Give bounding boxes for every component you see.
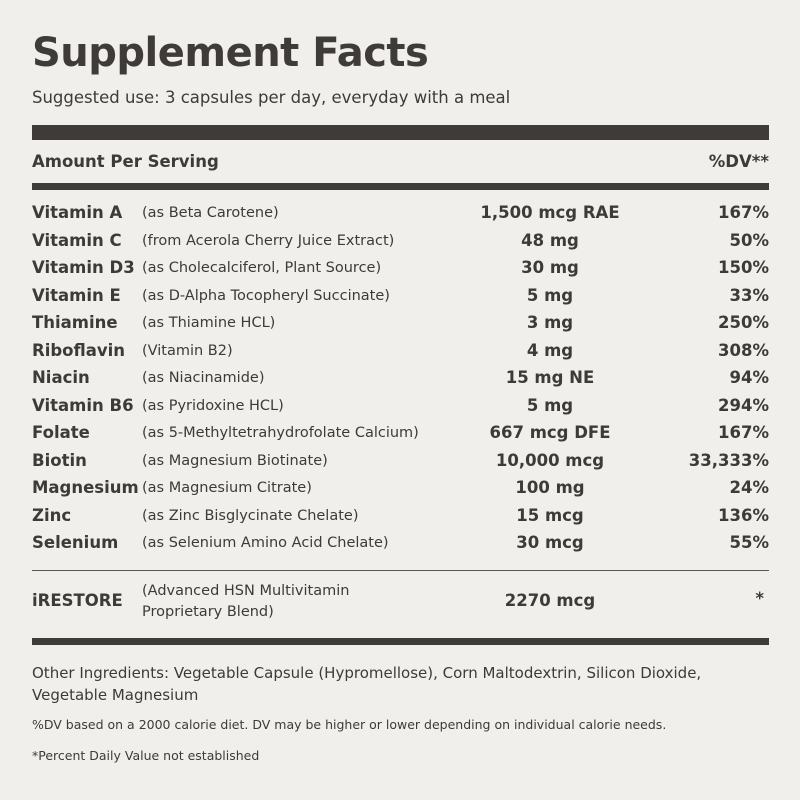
dv-footnote: %DV based on a 2000 calorie diet. DV may… (32, 717, 667, 732)
nutrient-amount: 10,000 mcg (495, 450, 605, 470)
nutrient-source: (as Selenium Amino Acid Chelate) (142, 535, 389, 551)
nutrient-name: Vitamin A (32, 203, 123, 222)
nutrient-amount: 48 mg (521, 230, 579, 250)
nutrient-source: (as Thiamine HCL) (142, 315, 276, 331)
table-row: Thiamine (as Thiamine HCL) 3 mg 250% (32, 311, 769, 339)
nutrient-name: Riboflavin (32, 340, 126, 360)
nutrient-dv: 167% (718, 203, 769, 222)
nutrient-source: (as Magnesium Biotinate) (142, 452, 328, 469)
blend-amount: 2270 mcg (504, 591, 596, 610)
nutrient-dv: 294% (718, 395, 769, 415)
nutrient-source: (Vitamin B2) (142, 342, 233, 359)
table-row: Vitamin A (as Beta Carotene) 1,500 mcg RAE… (32, 201, 769, 229)
nutrient-source: (as D-Alpha Tocopheryl Succinate) (142, 287, 390, 304)
nutrient-name: Vitamin B6 (32, 395, 134, 415)
nutrient-amount: 5 mg (526, 395, 574, 415)
nutrient-source: (as Pyridoxine HCL) (142, 397, 284, 414)
table-row: Zinc (as Zinc Bisglycinate Chelate) 15 mcg… (32, 504, 769, 532)
bottom-divider-bar (32, 638, 769, 645)
nutrient-amount: 1,500 mcg RAE (480, 203, 620, 222)
table-row: Vitamin B6 (as Pyridoxine HCL) 5 mg 294% (32, 394, 769, 422)
nutrient-dv: 50% (729, 230, 770, 250)
blend-source: (Advanced HSN Multivitamin Proprietary B… (142, 581, 402, 623)
nutrient-dv: 55% (729, 533, 770, 552)
nutrient-table: Vitamin A (as Beta Carotene) 1,500 mcg RAE… (32, 201, 769, 559)
nutrient-amount: 5 mg (526, 285, 574, 305)
header-divider-bar (32, 183, 769, 190)
nutrient-amount: 3 mg (526, 313, 574, 332)
nutrient-dv: 136% (718, 505, 769, 525)
page-title: Supplement Facts (32, 30, 429, 76)
nutrient-name: Magnesium (32, 478, 139, 497)
suggested-use: Suggested use: 3 capsules per day, every… (32, 88, 511, 107)
nutrient-amount: 4 mg (526, 340, 574, 360)
nutrient-name: Vitamin E (32, 285, 121, 305)
nutrient-name: Niacin (32, 368, 90, 387)
other-ingredients: Other Ingredients: Vegetable Capsule (Hy… (32, 664, 702, 704)
blend-source-line2: Proprietary Blend) (142, 604, 274, 620)
nutrient-source: (as Niacinamide) (142, 370, 265, 386)
table-row: Vitamin E (as D-Alpha Tocopheryl Succinat… (32, 284, 769, 312)
nutrient-source: (as 5-Methyltetrahydrofolate Calcium) (142, 425, 419, 441)
nutrient-source: (as Beta Carotene) (142, 205, 279, 221)
amount-per-serving-header: Amount Per Serving (32, 152, 219, 171)
nutrient-dv: 150% (718, 258, 769, 277)
nutrient-source: (as Cholecalciferol, Plant Source) (142, 260, 382, 276)
table-row: Niacin (as Niacinamide) 15 mg NE 94% (32, 366, 769, 394)
blend-row: iRESTORE (Advanced HSN Multivitamin Prop… (32, 581, 769, 623)
table-row: Riboflavin (Vitamin B2) 4 mg 308% (32, 339, 769, 367)
nutrient-name: Thiamine (32, 313, 118, 332)
nutrient-source: (from Acerola Cherry Juice Extract) (142, 232, 395, 249)
nutrient-name: Selenium (32, 533, 119, 552)
nutrient-source: (as Magnesium Citrate) (142, 480, 312, 496)
nutrient-source: (as Zinc Bisglycinate Chelate) (142, 507, 359, 524)
table-row: Folate (as 5-Methyltetrahydrofolate Calci… (32, 421, 769, 449)
nutrient-amount: 100 mg (515, 478, 585, 497)
blend-divider (32, 570, 769, 571)
top-divider-bar (32, 125, 769, 140)
table-row: Magnesium (as Magnesium Citrate) 100 mg 24% (32, 476, 769, 504)
nutrient-dv: 308% (718, 340, 769, 360)
blend-name: iRESTORE (32, 591, 123, 610)
nutrient-dv: 24% (729, 478, 770, 497)
nutrient-name: Zinc (32, 505, 72, 525)
percent-dv-note: *Percent Daily Value not established (32, 748, 260, 763)
nutrient-amount: 667 mcg DFE (489, 423, 611, 442)
nutrient-amount: 15 mg NE (505, 368, 595, 387)
nutrient-name: Vitamin D3 (32, 258, 135, 277)
dv-header: %DV** (708, 152, 769, 171)
nutrient-dv: 33,333% (688, 450, 769, 470)
nutrient-name: Folate (32, 423, 90, 442)
nutrient-amount: 30 mg (521, 258, 579, 277)
nutrient-name: Vitamin C (32, 230, 122, 250)
nutrient-name: Biotin (32, 450, 87, 470)
table-row: Vitamin D3 (as Cholecalciferol, Plant Sou… (32, 256, 769, 284)
table-row: Vitamin C (from Acerola Cherry Juice Extr… (32, 229, 769, 257)
nutrient-amount: 15 mcg (516, 505, 584, 525)
blend-source-line1: (Advanced HSN Multivitamin (142, 583, 350, 599)
nutrient-dv: 94% (729, 368, 770, 387)
blend-dv: * (755, 589, 764, 608)
table-row: Biotin (as Magnesium Biotinate) 10,000 mcg… (32, 449, 769, 477)
nutrient-dv: 167% (718, 423, 769, 442)
table-row: Selenium (as Selenium Amino Acid Chelate)… (32, 531, 769, 559)
nutrient-dv: 250% (718, 313, 769, 332)
nutrient-dv: 33% (729, 285, 770, 305)
nutrient-amount: 30 mcg (516, 533, 584, 552)
